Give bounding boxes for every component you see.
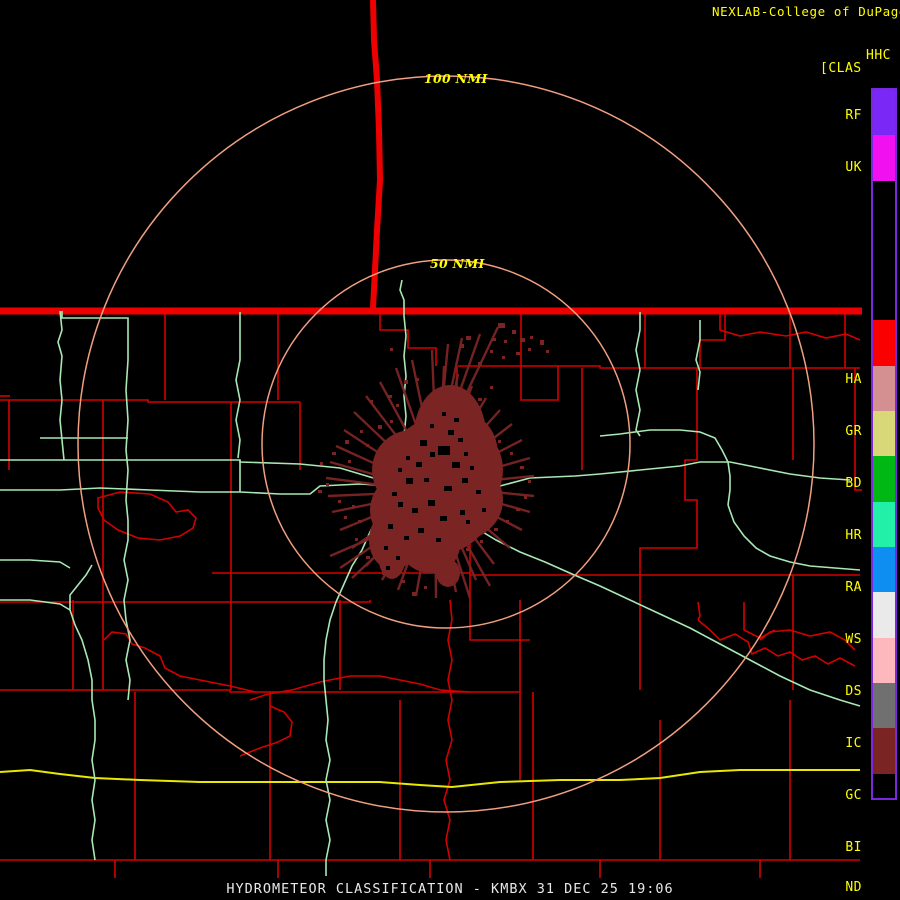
legend-label-bi: BI [845,840,862,855]
legend-label-ra: RA [845,580,862,595]
radar-echo-speckle [318,323,549,596]
product-code-label: HHC [866,48,891,63]
legend-label-ds: DS [845,684,862,699]
state-borders [0,0,862,315]
nexlab-credit: NEXLAB-College of DuPage⌧ [712,4,900,19]
legend-swatch-bd[interactable] [873,410,895,457]
legend-swatch-gc[interactable] [873,682,895,729]
legend-swatch-ws[interactable] [873,546,895,593]
legend-label-rf: RF [845,108,862,123]
product-class-label: [CLAS [820,61,862,76]
legend-label-ws: WS [845,632,862,647]
legend-swatch-gr[interactable] [873,365,895,411]
legend-label-gr: GR [845,424,862,439]
legend-swatch-bi[interactable] [873,728,895,774]
legend-swatch-ic[interactable] [873,637,895,683]
legend-swatch-column [873,90,895,799]
legend-label-ic: IC [845,736,862,751]
range-ring-50nmi [261,259,631,629]
legend-label-uk: UK [845,160,862,175]
legend-label-hr: HR [845,528,862,543]
legend-label-ha: HA [845,372,862,387]
legend-swatch-ds[interactable] [873,592,895,638]
legend-swatch-uk[interactable] [873,135,895,181]
legend-swatch-ha[interactable] [873,320,895,366]
range-ring-label-50: 50 NMI [430,256,485,271]
legend-swatch-nd[interactable] [873,773,895,799]
legend-label-nd: ND [845,880,862,895]
radar-echo-layer [318,323,549,599]
legend-label-bd: BD [845,476,862,491]
legend-swatch-rf[interactable] [873,90,895,136]
radar-echo-holes [384,412,486,570]
legend-swatch-blank[interactable] [873,180,895,321]
hhc-color-legend[interactable] [871,88,897,800]
range-ring-label-100: 100 NMI [424,71,488,86]
range-rings [77,75,815,813]
status-bar: HYDROMETEOR CLASSIFICATION - KMBX 31 DEC… [226,881,674,897]
range-ring-100nmi [77,75,815,813]
legend-swatch-ra[interactable] [873,501,895,547]
nexlab-credit-text: NEXLAB-College of DuPage [712,4,900,19]
legend-label-gc: GC [845,788,862,803]
legend-swatch-hr[interactable] [873,456,895,502]
